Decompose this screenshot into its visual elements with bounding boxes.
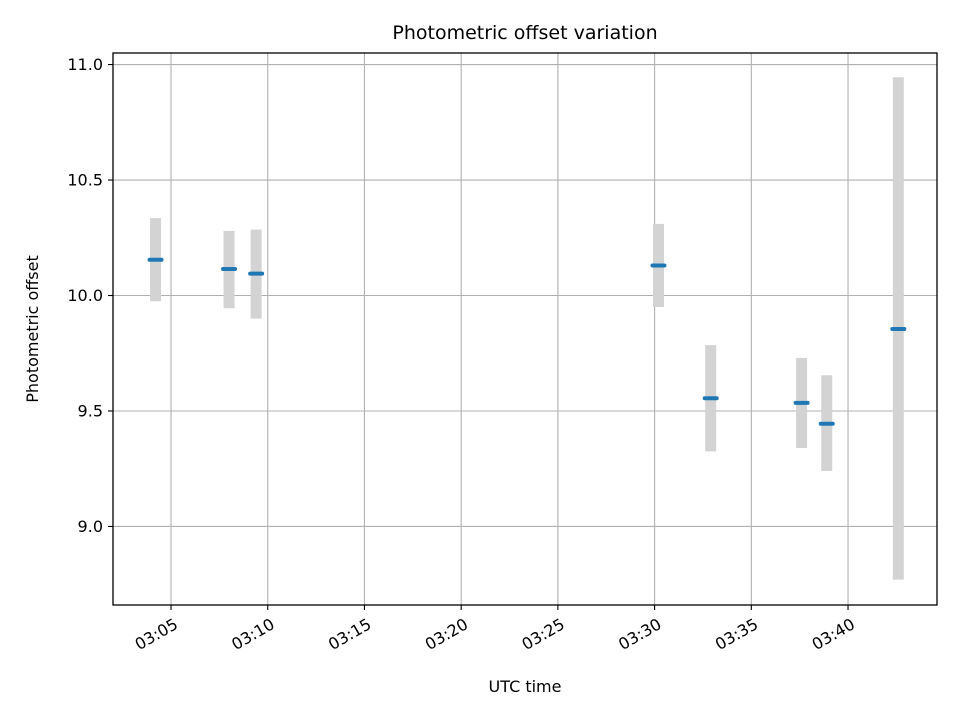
y-tick-label: 10.5 xyxy=(67,171,103,190)
y-tick-label: 9.5 xyxy=(78,401,103,420)
y-axis-label: Photometric offset xyxy=(23,255,42,403)
y-tick-label: 9.0 xyxy=(78,517,103,536)
data-markers xyxy=(147,257,907,426)
x-axis-label: UTC time xyxy=(489,677,562,696)
chart-title: Photometric offset variation xyxy=(392,22,657,44)
y-tick-label: 11.0 xyxy=(67,55,103,74)
plot-area-frame xyxy=(112,52,938,606)
y-tick-label: 10.0 xyxy=(67,286,103,305)
y-axis-ticks: 9.0 9.5 10.0 10.5 11.0 xyxy=(67,55,113,536)
